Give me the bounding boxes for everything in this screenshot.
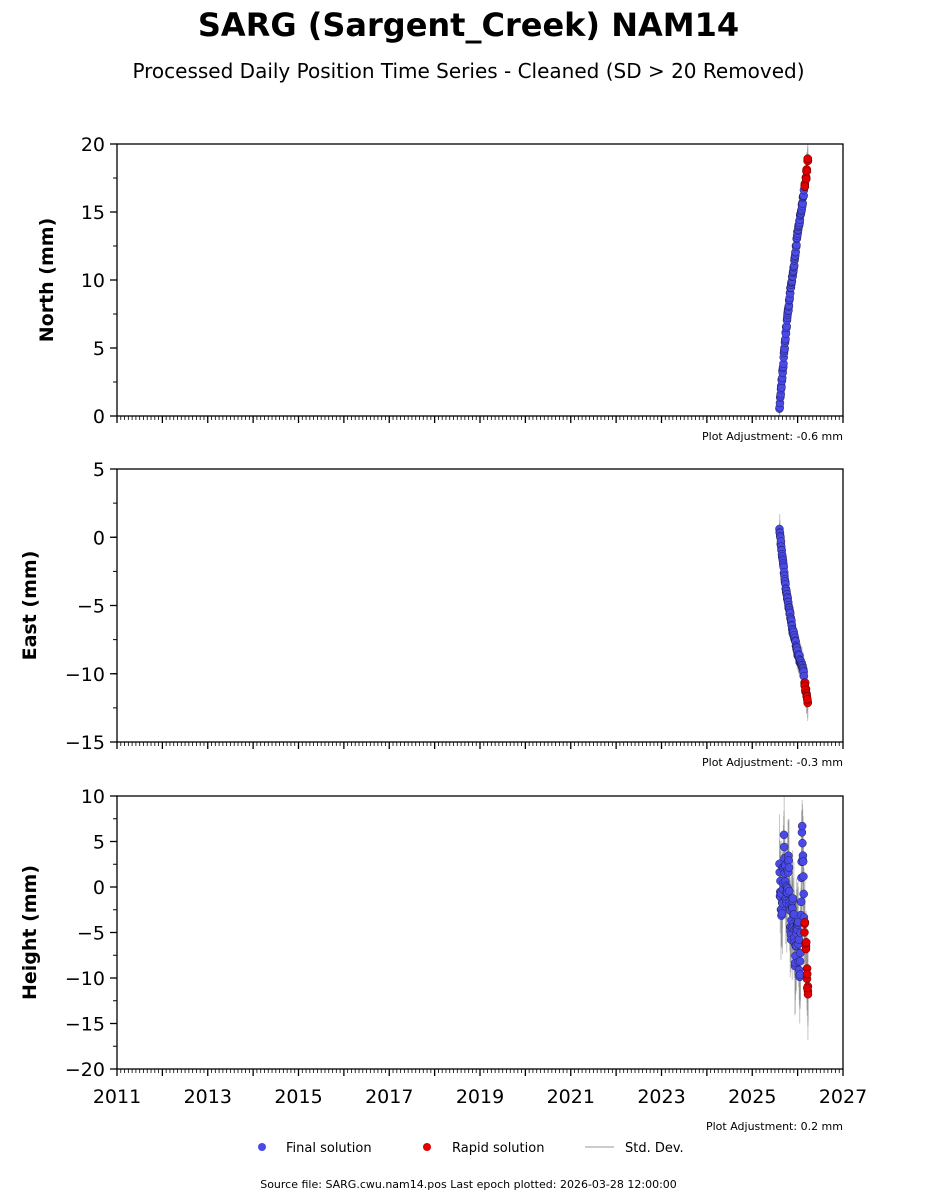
x-tick-label: 2017	[365, 1086, 413, 1108]
rapid-points	[800, 678, 812, 708]
y-tick-label: 0	[93, 527, 105, 549]
y-tick-label: −5	[77, 596, 105, 618]
x-tick-label: 2011	[93, 1086, 141, 1108]
rapid-point	[803, 154, 813, 163]
y-tick-label: −5	[77, 923, 105, 945]
chart-subtitle: Processed Daily Position Time Series - C…	[132, 59, 804, 83]
final-point	[795, 970, 805, 979]
plot-adjustment-label: Plot Adjustment: -0.3 mm	[702, 756, 843, 769]
final-points	[775, 821, 809, 982]
final-points	[775, 524, 809, 681]
y-tick-label: −15	[65, 732, 105, 754]
y-tick-label: 0	[93, 406, 105, 428]
x-tick-label: 2027	[819, 1086, 867, 1108]
x-tick-label: 2025	[728, 1086, 776, 1108]
rapid-point	[800, 182, 810, 191]
y-tick-label: 10	[81, 270, 105, 292]
final-point	[799, 889, 808, 899]
y-tick-label: 5	[93, 459, 105, 481]
y-tick-label: 20	[81, 134, 105, 156]
panel-1: 0 5 10 15 20 North (mm) Plot Adjustment: -0.6 …	[36, 134, 844, 443]
plot-frame	[116, 795, 844, 1070]
final-point	[777, 909, 787, 918]
y-tick-label: −10	[65, 968, 105, 990]
final-point	[798, 838, 807, 848]
chart-title: SARG (Sargent_Creek) NAM14	[198, 6, 739, 44]
rapid-point	[802, 969, 812, 979]
rapid-point	[801, 174, 811, 184]
legend-std-label: Std. Dev.	[625, 1141, 684, 1156]
plot-frame	[116, 468, 844, 743]
final-point	[795, 956, 805, 966]
y-tick-label: 5	[93, 338, 105, 360]
rapid-point	[803, 694, 812, 704]
y-tick-label: −10	[65, 664, 105, 686]
rapid-point	[803, 983, 812, 993]
final-point	[784, 856, 793, 865]
panel-2: −15 −10 −5 0 5 East (mm) Plot Adjustment: -0.3…	[19, 459, 844, 769]
x-tick-label: 2019	[456, 1086, 504, 1108]
rapid-point	[801, 937, 811, 947]
final-point	[796, 897, 806, 907]
legend: Final solution Rapid solution Std. Dev.	[258, 1141, 684, 1156]
final-point	[798, 857, 808, 866]
final-point	[779, 842, 789, 852]
y-axis-label: East (mm)	[19, 551, 41, 661]
final-point	[784, 863, 794, 872]
y-tick-label: 10	[81, 786, 105, 808]
legend-rapid-label: Rapid solution	[452, 1141, 544, 1156]
plot-frame	[116, 143, 844, 417]
y-tick-label: 0	[93, 877, 105, 899]
legend-rapid-marker	[423, 1143, 431, 1151]
panels: 0 5 10 15 20 North (mm) Plot Adjustment: -0.6 …	[19, 134, 867, 1133]
rapid-point	[800, 918, 809, 927]
rapid-point	[800, 928, 809, 937]
rapid-points	[800, 918, 813, 999]
rapid-point	[802, 166, 812, 176]
x-tick-label: 2021	[547, 1086, 595, 1108]
x-tick-label: 2015	[274, 1086, 322, 1108]
plot-adjustment-label: Plot Adjustment: 0.2 mm	[706, 1120, 843, 1133]
legend-final-marker	[258, 1143, 266, 1151]
final-point	[799, 872, 808, 881]
final-points	[775, 185, 809, 413]
y-tick-label: −15	[65, 1014, 105, 1036]
rapid-points	[800, 154, 813, 192]
footer-text: Source file: SARG.cwu.nam14.pos Last epo…	[260, 1178, 677, 1191]
final-point	[788, 894, 798, 903]
final-point	[797, 821, 807, 831]
y-axis-label: North (mm)	[36, 218, 58, 343]
legend-final-label: Final solution	[286, 1141, 372, 1156]
x-tick-label: 2013	[184, 1086, 232, 1108]
x-tick-label: 2023	[637, 1086, 685, 1108]
final-point	[789, 910, 799, 919]
y-tick-label: 15	[81, 202, 105, 224]
y-axis-label: Height (mm)	[19, 865, 41, 1000]
y-tick-label: −20	[65, 1059, 105, 1081]
final-point	[784, 886, 794, 896]
plot-adjustment-label: Plot Adjustment: -0.6 mm	[702, 430, 843, 443]
y-tick-label: 5	[93, 832, 105, 854]
final-point	[779, 830, 789, 840]
panel-3: −20 −15 −10 −5 0 5 10 2011 2013 2015 2017 2019 2021 2…	[19, 786, 867, 1133]
